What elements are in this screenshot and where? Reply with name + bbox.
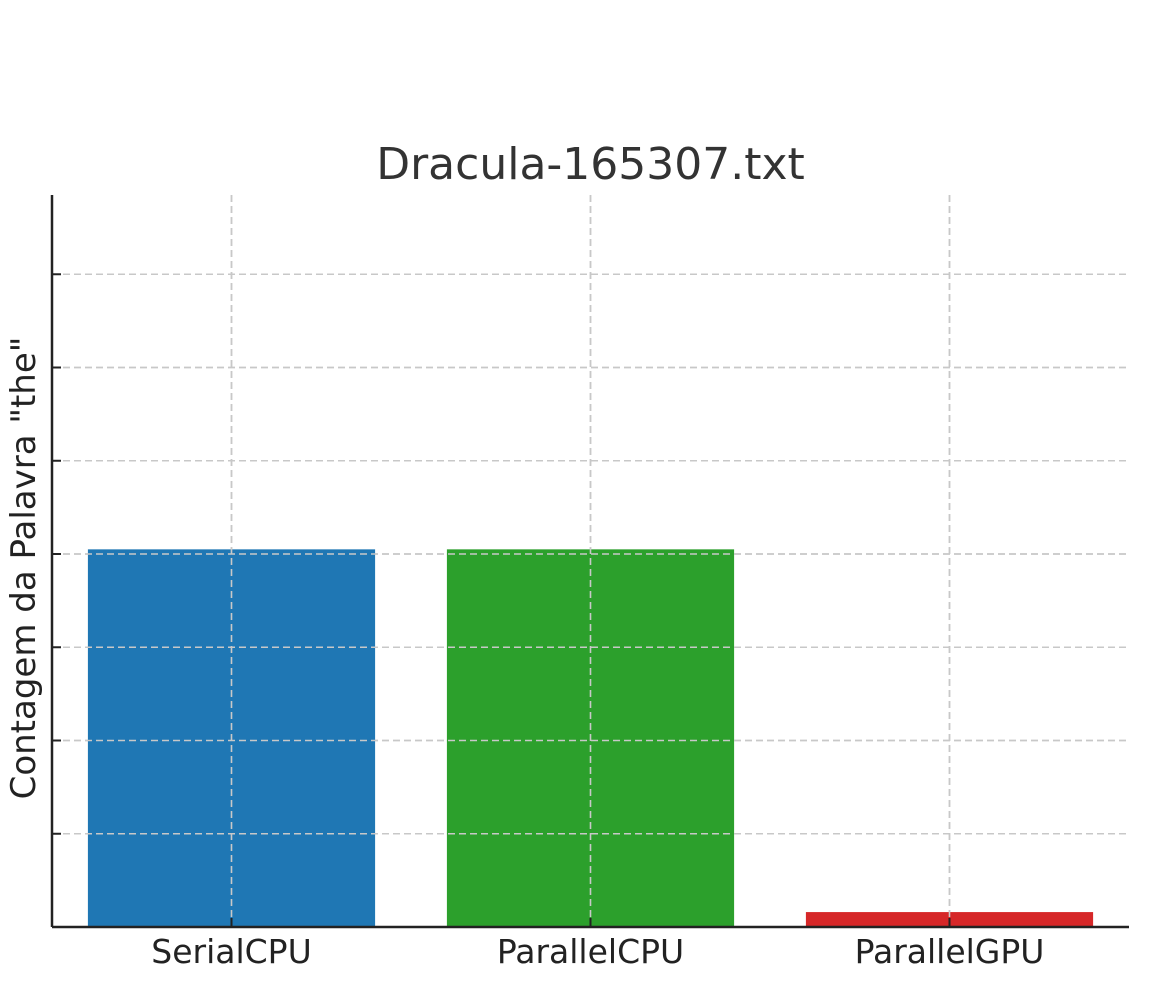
- x-tick-labels: SerialCPU ParallelCPU ParallelGPU: [151, 932, 1044, 971]
- bars: [52, 195, 1129, 927]
- chart-title: Dracula-165307.txt: [376, 139, 805, 190]
- x-tick-label: ParallelCPU: [497, 932, 684, 971]
- x-tick-label: ParallelGPU: [855, 932, 1045, 971]
- x-tick-label: SerialCPU: [151, 932, 311, 971]
- y-axis-label: Contagem da Palavra "the": [4, 337, 44, 800]
- tick-marks: [52, 273, 951, 928]
